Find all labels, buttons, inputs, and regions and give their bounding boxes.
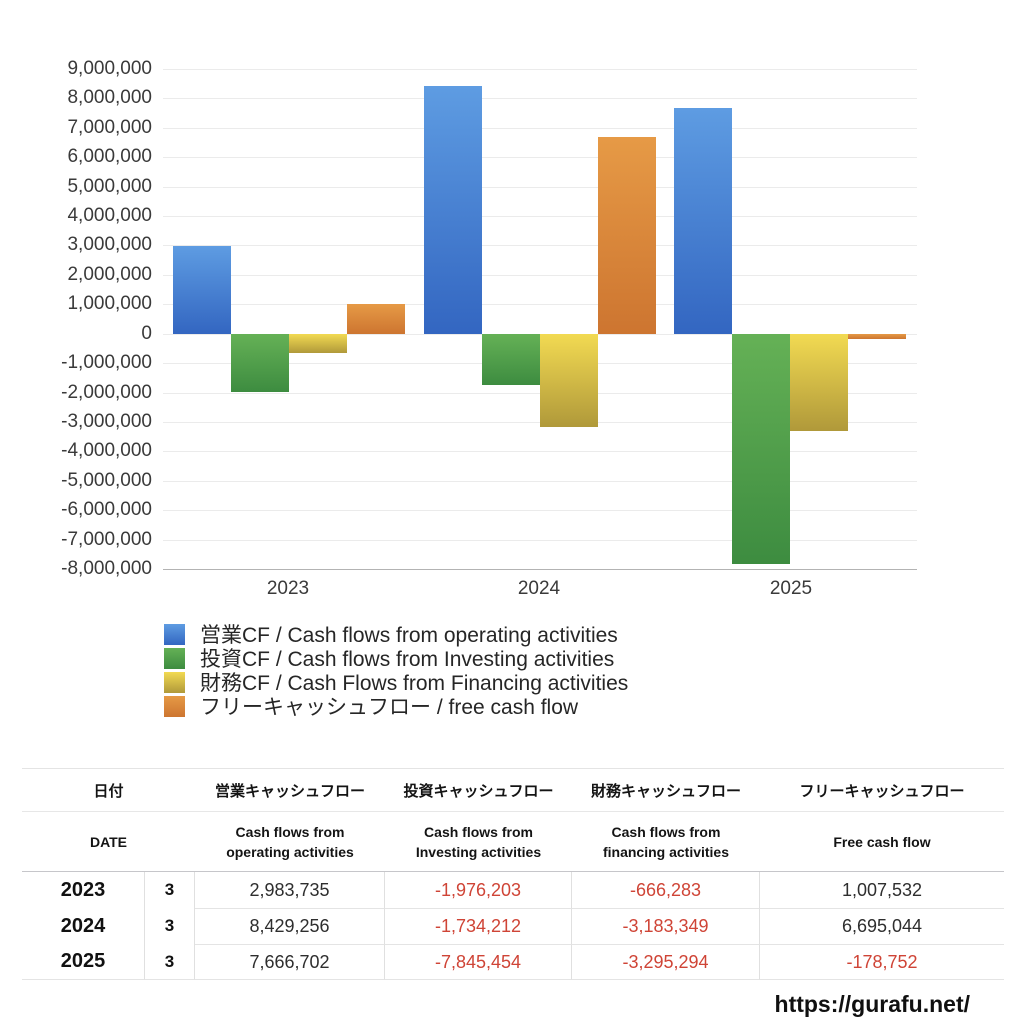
y-axis-tick-label: -4,000,000 xyxy=(61,440,152,462)
table-cell-value: -3,295,294 xyxy=(572,944,760,980)
gridline xyxy=(163,568,917,570)
table-header-col3-jp: 財務キャッシュフロー xyxy=(572,768,760,812)
bar-2023-operating[interactable] xyxy=(173,245,231,334)
gridline xyxy=(163,127,917,129)
table-header-col4-en: Free cash flow xyxy=(760,812,1004,872)
table-cell-value: 1,007,532 xyxy=(841,879,923,900)
cashflow-table: 日付 営業キャッシュフロー 投資キャッシュフロー 財務キャッシュフロー フリーキャッシュ… xyxy=(22,768,1004,980)
table-cell-month: 3 xyxy=(145,908,195,944)
y-axis-tick-label: -5,000,000 xyxy=(61,469,152,491)
gridline xyxy=(163,451,917,453)
bar-2024-investing[interactable] xyxy=(482,333,540,385)
table-cell-year: 2023 xyxy=(22,872,145,908)
gridline xyxy=(163,480,917,482)
table-header-col2-jp: 投資キャッシュフロー xyxy=(385,768,572,812)
legend-item-investing: 投資CF / Cash flows from Investing activit… xyxy=(164,646,628,671)
y-axis-tick-label: 6,000,000 xyxy=(67,146,152,168)
bar-2023-investing[interactable] xyxy=(231,333,289,392)
bar-2025-operating[interactable] xyxy=(674,108,732,334)
table-cell-value: -178,752 xyxy=(760,944,1004,980)
gridline xyxy=(163,186,917,188)
bar-2024-operating[interactable] xyxy=(424,85,482,334)
table-cell-year: 2025 xyxy=(22,944,145,980)
table-cell-value: -3,183,349 xyxy=(572,908,760,944)
legend-label: 財務CF / Cash Flows from Financing activit… xyxy=(200,672,629,695)
site-url-link[interactable]: https://gurafu.net/ xyxy=(774,991,970,1017)
table-cell-year: 2024 xyxy=(22,908,145,944)
y-axis-tick-label: 9,000,000 xyxy=(67,58,152,79)
table-header-col1-en: Cash flows from operating activities xyxy=(195,812,385,872)
bar-2025-financing[interactable] xyxy=(790,333,848,431)
bar-2025-investing[interactable] xyxy=(732,333,790,565)
gridline xyxy=(163,510,917,512)
y-axis-tick-label: -7,000,000 xyxy=(61,528,152,550)
y-axis-tick-label: -8,000,000 xyxy=(61,557,152,579)
y-axis-tick-label: -1,000,000 xyxy=(61,352,152,374)
legend-swatch-financing-icon xyxy=(164,671,185,693)
gridline xyxy=(163,274,917,276)
table-header-col3-en: Cash flows from financing activities xyxy=(572,812,760,872)
y-axis-tick-label: -2,000,000 xyxy=(61,381,152,403)
table-cell-value: -7,845,454 xyxy=(385,944,572,980)
y-axis-tick-label: -6,000,000 xyxy=(61,499,152,521)
gridline xyxy=(163,304,917,306)
table-cell-month: 3 xyxy=(145,872,195,908)
table-cell-value: -1,976,203 xyxy=(385,872,572,908)
gridline xyxy=(163,539,917,541)
legend-swatch-operating-icon xyxy=(164,623,185,645)
y-axis-tick-label: 7,000,000 xyxy=(67,116,152,138)
legend-item-free: フリーキャッシュフロー / free cash flow xyxy=(164,694,628,719)
table-cell-value: 2,983,735 xyxy=(195,872,385,908)
table-header-col4-jp: フリーキャッシュフロー xyxy=(760,768,1004,812)
legend-swatch-free-icon xyxy=(164,695,185,717)
legend-swatch-investing-icon xyxy=(164,647,185,669)
gridline xyxy=(163,245,917,247)
y-axis-tick-label: 5,000,000 xyxy=(67,175,152,197)
x-axis-label-2025: 2025 xyxy=(769,578,813,599)
bar-2023-free[interactable] xyxy=(347,304,405,334)
table-header-date-jp: 日付 xyxy=(22,768,195,812)
chart-legend: 営業CF / Cash flows from operating activit… xyxy=(164,622,629,719)
y-axis-tick-label: 1,000,000 xyxy=(67,293,152,315)
legend-item-operating: 営業CF / Cash flows from operating activit… xyxy=(164,622,628,647)
gridline xyxy=(163,69,917,70)
x-axis-label-2023: 2023 xyxy=(266,578,310,599)
legend-label: 営業CF / Cash flows from operating activit… xyxy=(200,624,618,647)
table-cell-month: 3 xyxy=(145,944,195,980)
bar-2024-financing[interactable] xyxy=(540,333,598,428)
table-header-col2-en: Cash flows from Investing activities xyxy=(385,812,572,872)
table-header-date-en: DATE xyxy=(22,812,195,872)
table-cell-value: -1,734,212 xyxy=(385,908,572,944)
y-axis-tick-label: 3,000,000 xyxy=(67,234,152,256)
y-axis-tick-label: 0 xyxy=(141,322,152,344)
gridline xyxy=(163,98,917,100)
y-axis-tick-label: 2,000,000 xyxy=(67,263,152,285)
y-axis-tick-label: 8,000,000 xyxy=(67,87,152,109)
gridline xyxy=(163,157,917,159)
y-axis-tick-label: 4,000,000 xyxy=(67,205,152,227)
table-cell-value: -666,283 xyxy=(572,872,760,908)
table-header-col1-jp: 営業キャッシュフロー xyxy=(195,768,385,812)
bar-2023-financing[interactable] xyxy=(289,333,347,354)
cashflow-bar-chart: 9,000,000 8,000,000 7,000,000 6,000,000 5,00… xyxy=(61,58,917,599)
gridline xyxy=(163,216,917,218)
y-axis-tick-label: -3,000,000 xyxy=(61,410,152,432)
table-cell-value: 7,666,702 xyxy=(195,944,385,980)
x-axis-label-2024: 2024 xyxy=(517,578,561,599)
table-cell-value: 8,429,256 xyxy=(195,908,385,944)
legend-label: 投資CF / Cash flows from Investing activit… xyxy=(200,648,615,671)
legend-label: フリーキャッシュフロー / free cash flow xyxy=(200,696,579,719)
bar-2025-free[interactable] xyxy=(848,333,906,339)
legend-item-financing: 財務CF / Cash Flows from Financing activit… xyxy=(164,670,629,695)
table-cell-value: 6,695,044 xyxy=(760,908,1004,944)
bar-2024-free[interactable] xyxy=(598,136,656,334)
